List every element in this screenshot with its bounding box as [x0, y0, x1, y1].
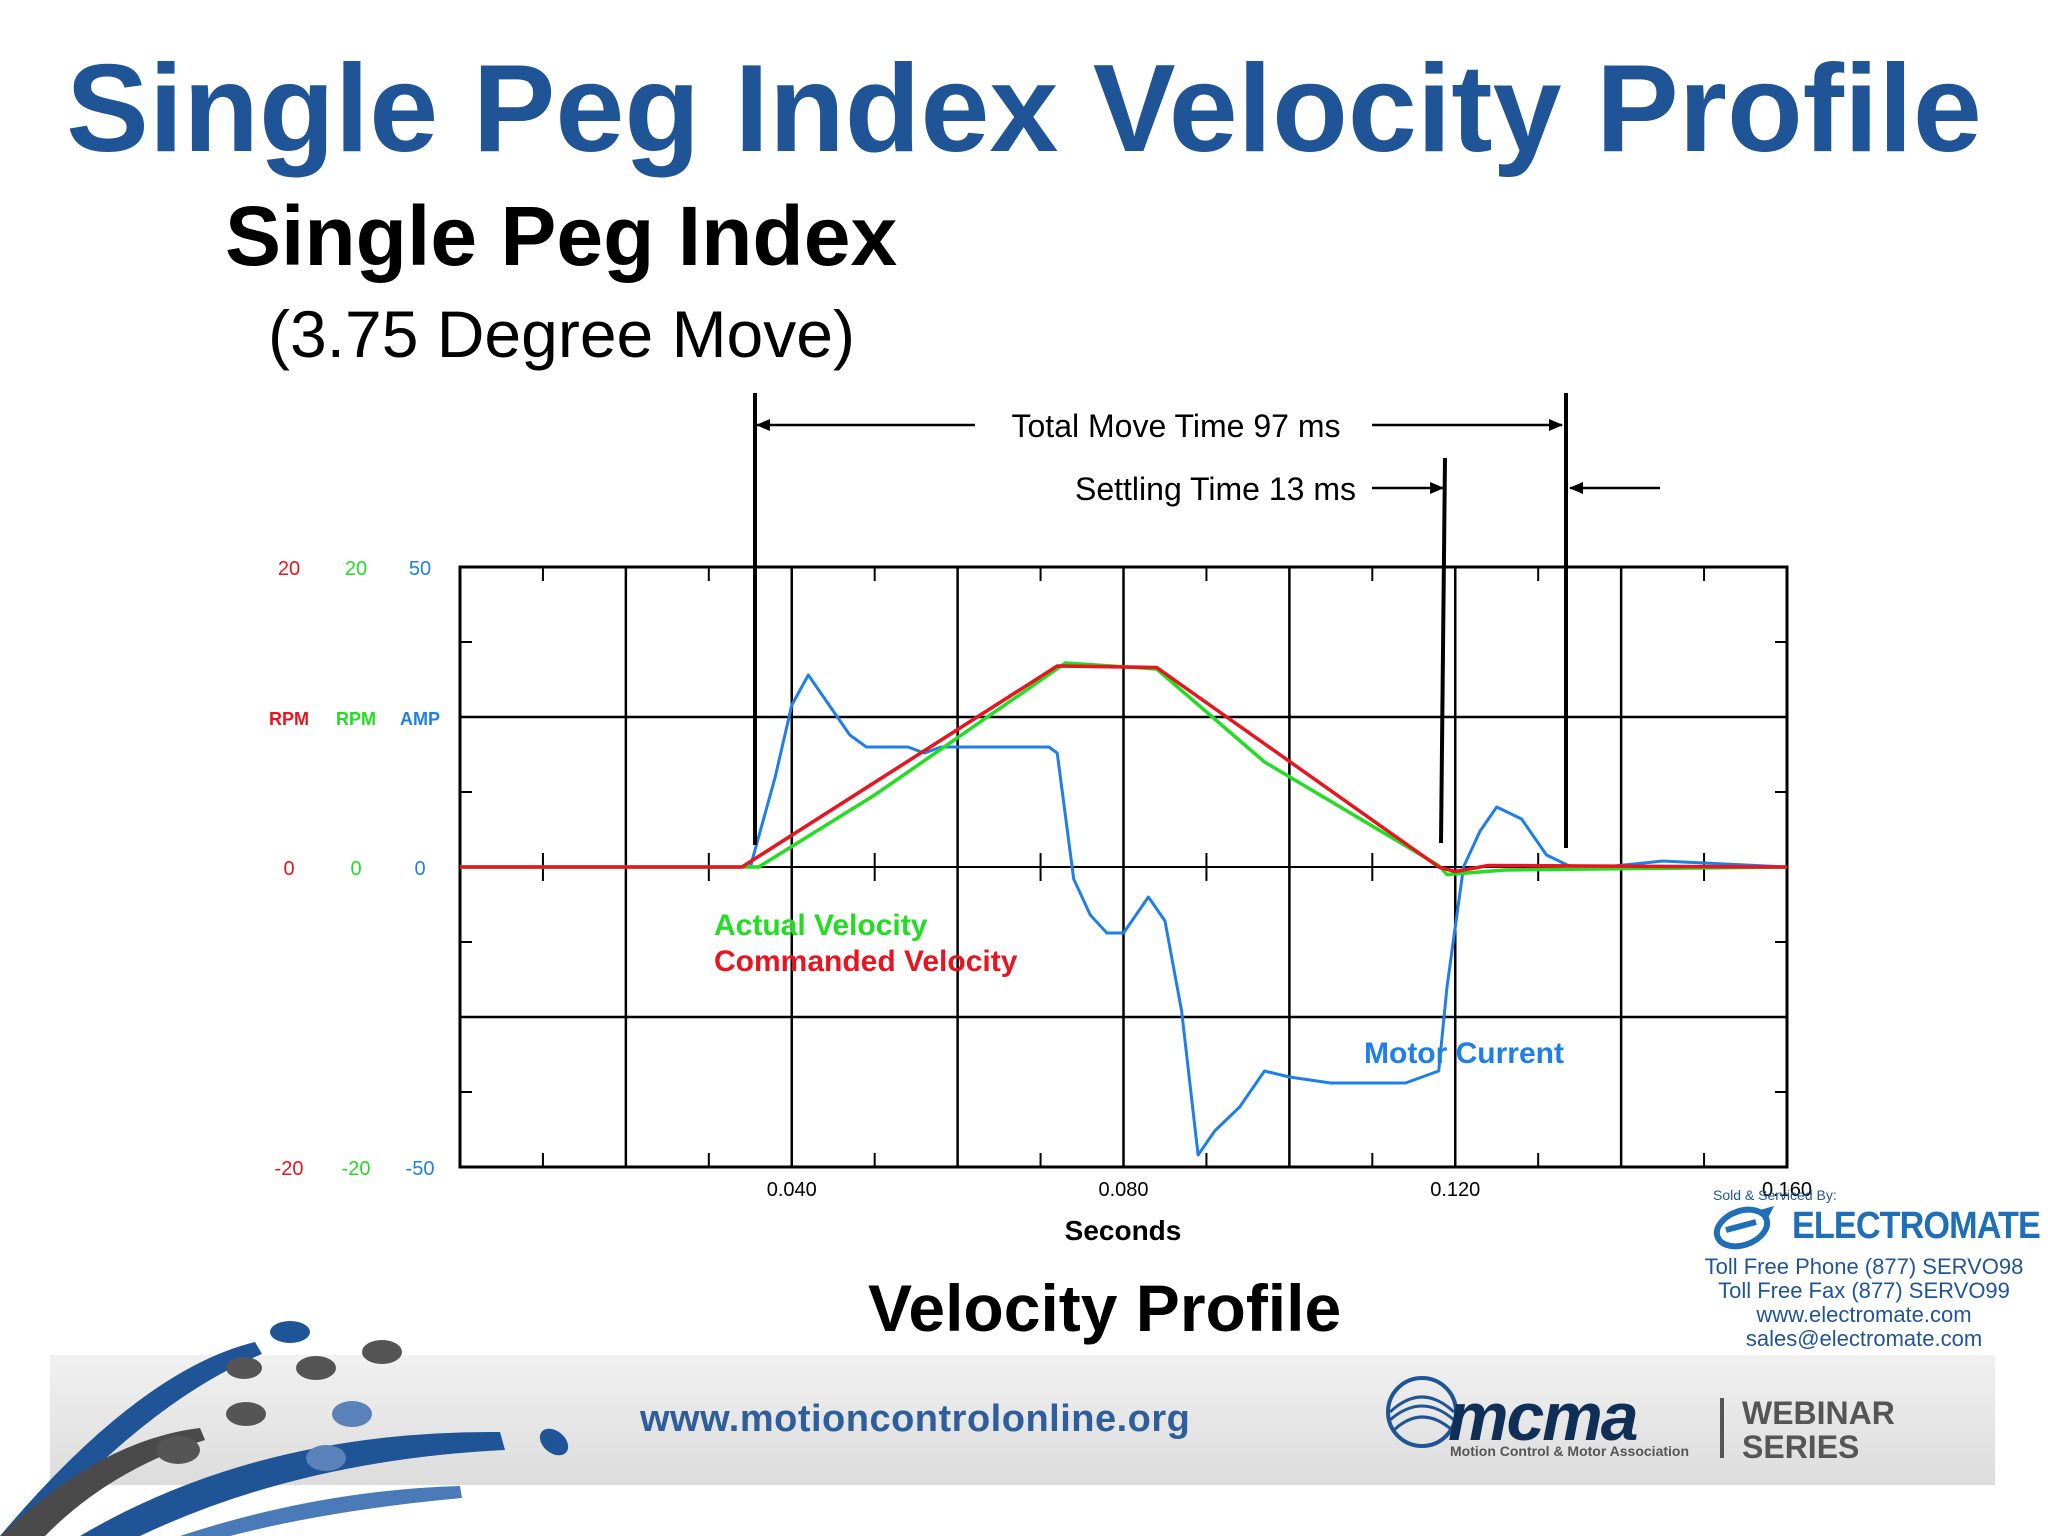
settling-label: Settling Time 13 ms	[1075, 471, 1356, 507]
electromate-logo-icon	[1713, 1206, 1774, 1250]
x-tick-label: 0.080	[1098, 1179, 1148, 1201]
y-tick-label: 20	[278, 558, 300, 580]
y-unit-label: RPM	[336, 709, 376, 729]
electromate-web: www.electromate.com	[1756, 1302, 1972, 1327]
total-move-label: Total Move Time 97 ms	[1012, 408, 1341, 444]
webinar-series-label: WEBINAR SERIES	[1742, 1396, 1895, 1464]
y-axis-labels: 0.040 0.080 0.120 0.160 20 0 -20 RPM 20 0 -20 RPM 50…	[269, 558, 1812, 1201]
electromate-name: ELECTROMATE	[1792, 1205, 2041, 1247]
x-axis-title: Seconds	[1065, 1215, 1182, 1246]
logo-divider	[1720, 1398, 1724, 1458]
y-tick-label: 0	[414, 858, 425, 880]
electromate-fax: Toll Free Fax (877) SERVO99	[1718, 1278, 2010, 1303]
mcma-tagline: Motion Control & Motor Association	[1450, 1443, 1690, 1459]
y-tick-label: -20	[342, 1158, 371, 1180]
chart-legend: Actual Velocity Commanded Velocity Motor…	[714, 909, 1564, 1070]
legend-actual-velocity: Actual Velocity	[714, 909, 928, 942]
y-tick-label: -50	[406, 1158, 435, 1180]
y-tick-label: 50	[409, 558, 431, 580]
y-tick-label: -20	[275, 1158, 304, 1180]
chart-subtitle: Single Peg Index	[225, 189, 898, 283]
electromate-email: sales@electromate.com	[1745, 1326, 1983, 1351]
velocity-chart: 0.040 0.080 0.120 0.160 20 0 -20 RPM 20 0 -20 RPM 50…	[269, 393, 1812, 1246]
webinar-line-2: SERIES	[1742, 1429, 1860, 1465]
legend-motor-current: Motor Current	[1364, 1037, 1564, 1070]
mcma-globe-icon	[1386, 1376, 1458, 1448]
x-tick-label: 0.040	[767, 1179, 817, 1201]
settle-start-marker	[1439, 457, 1447, 844]
y-unit-label: AMP	[400, 709, 440, 729]
swoosh-decoration-icon	[0, 1321, 569, 1536]
mcma-logo-text: mcma	[1448, 1379, 1639, 1455]
chart-subtitle-detail: (3.75 Degree Move)	[268, 297, 855, 371]
slide-title: Single Peg Index Velocity Profile	[66, 40, 1982, 178]
y-tick-label: 20	[345, 558, 367, 580]
electromate-phone: Toll Free Phone (877) SERVO98	[1704, 1254, 2024, 1279]
y-tick-label: 0	[350, 858, 361, 880]
series-motor-current	[460, 673, 1788, 1157]
legend-commanded-velocity: Commanded Velocity	[714, 945, 1018, 978]
webinar-line-1: WEBINAR	[1742, 1395, 1895, 1431]
series-lines	[460, 661, 1788, 1157]
sold-by-label: Sold & Serviced By:	[1713, 1187, 1837, 1203]
x-tick-label: 0.120	[1430, 1179, 1480, 1201]
footer-url-link[interactable]: www.motioncontrolonline.org	[640, 1398, 1191, 1440]
series-commanded-velocity	[460, 664, 1788, 874]
timing-annotations: Total Move Time 97 ms Settling Time 13 m…	[753, 393, 1660, 848]
y-tick-label: 0	[283, 858, 294, 880]
x-tick-label: 0.160	[1762, 1179, 1812, 1201]
series-actual-velocity	[460, 661, 1788, 877]
velocity-profile-caption: Velocity Profile	[868, 1271, 1342, 1345]
y-unit-label: RPM	[269, 709, 309, 729]
